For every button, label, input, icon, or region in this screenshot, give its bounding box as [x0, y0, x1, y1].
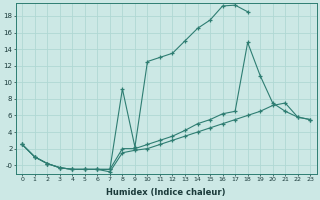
X-axis label: Humidex (Indice chaleur): Humidex (Indice chaleur) — [107, 188, 226, 197]
